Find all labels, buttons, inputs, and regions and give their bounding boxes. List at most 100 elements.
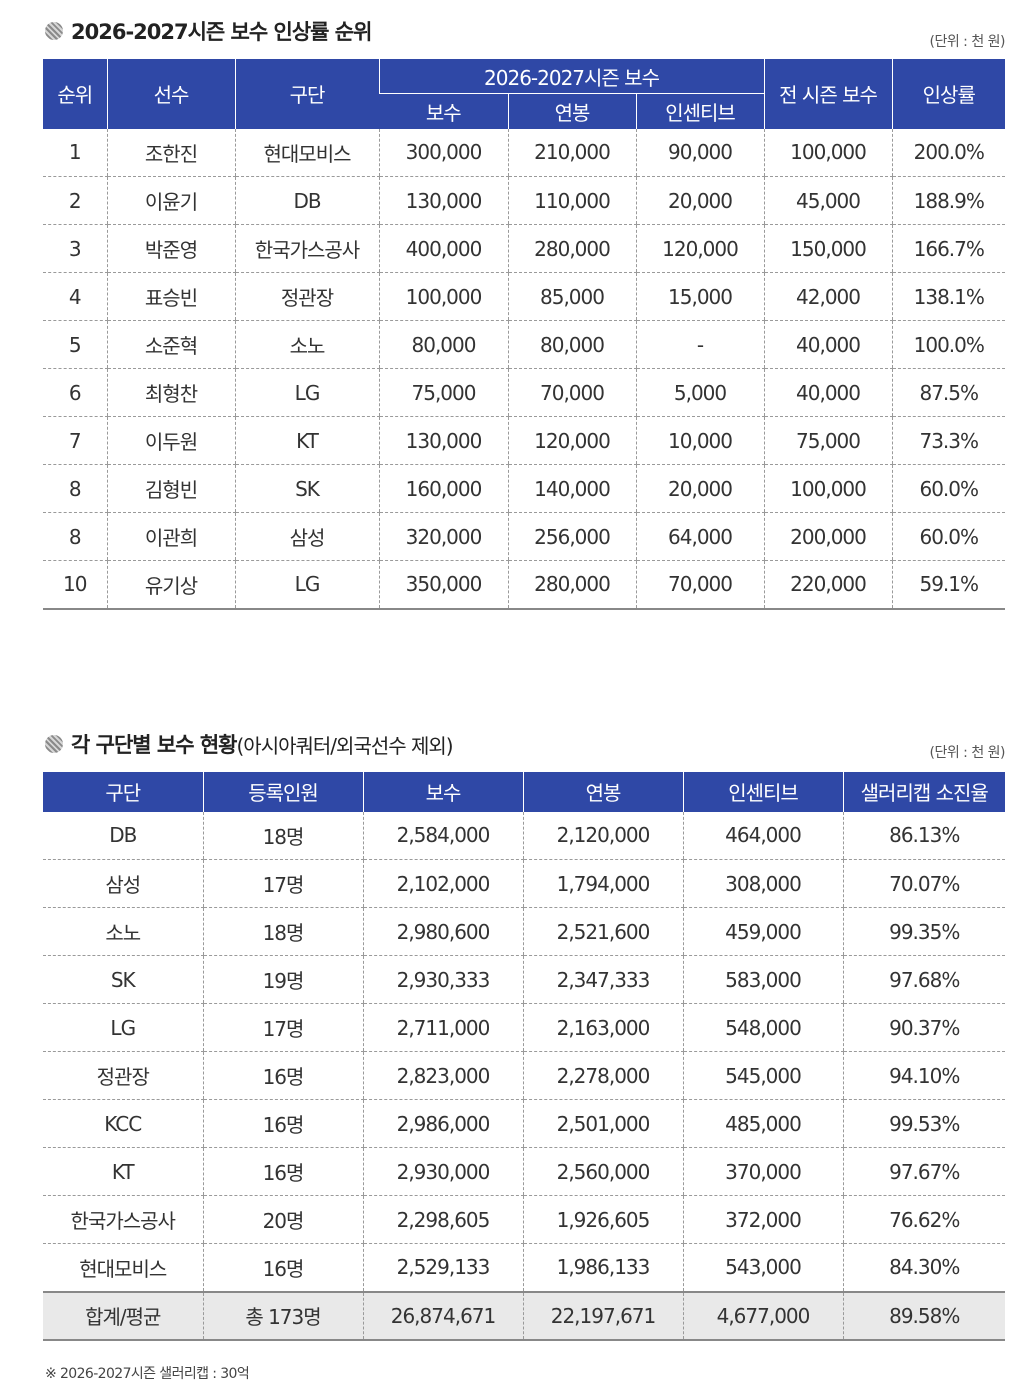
cell-team: KT xyxy=(234,416,379,465)
cell-player: 소준혁 xyxy=(106,320,235,369)
header-team: 구단 xyxy=(234,58,379,129)
cell-salary: 2,278,000 xyxy=(522,1051,683,1100)
cell-count: 16명 xyxy=(202,1243,363,1292)
cell-team: LG xyxy=(234,560,379,610)
cell-incentive: 64,000 xyxy=(635,512,765,561)
cell-pay: 2,529,133 xyxy=(362,1243,523,1292)
cell-count: 17명 xyxy=(202,859,363,908)
cell-pay: 2,823,000 xyxy=(362,1051,523,1100)
section-title-wrap: 각 구단별 보수 현황 (아시아쿼터/외국선수 제외) xyxy=(45,729,454,759)
cell-incentive: 70,000 xyxy=(635,560,765,610)
cell-salary: 140,000 xyxy=(507,464,636,513)
cell-pay: 2,584,000 xyxy=(362,811,523,860)
unit-label: (단위 : 천 원) xyxy=(929,34,1005,50)
table-row: 4 표승빈 정관장 100,000 85,000 15,000 42,000 138.1% xyxy=(43,272,1006,321)
cell-rank: 4 xyxy=(43,272,107,321)
cell-incentive: 372,000 xyxy=(682,1195,843,1244)
cell-rate: 60.0% xyxy=(891,512,1006,561)
table-row: 6 최형찬 LG 75,000 70,000 5,000 40,000 87.5% xyxy=(43,368,1006,417)
cell-team: 현대모비스 xyxy=(43,1243,203,1292)
cell-incentive: 543,000 xyxy=(682,1243,843,1292)
cell-count: 18명 xyxy=(202,907,363,956)
cell-cap: 94.10% xyxy=(842,1051,1005,1100)
cell-pay: 2,930,000 xyxy=(362,1147,523,1196)
cell-team: 정관장 xyxy=(234,272,379,321)
cell-prev: 200,000 xyxy=(763,512,893,561)
cell-rate: 87.5% xyxy=(891,368,1006,417)
header-rank: 순위 xyxy=(43,58,107,129)
header-salary: 연봉 xyxy=(522,771,683,812)
cell-rank: 1 xyxy=(43,128,107,177)
cell-rate: 200.0% xyxy=(891,128,1006,177)
cell-prev: 100,000 xyxy=(763,464,893,513)
cell-cap: 70.07% xyxy=(842,859,1005,908)
cell-team: DB xyxy=(43,811,203,860)
cell-salary: 2,501,000 xyxy=(522,1099,683,1148)
table-row: 한국가스공사 20명 2,298,605 1,926,605 372,000 76.62% xyxy=(43,1195,1005,1244)
cell-prev: 45,000 xyxy=(763,176,893,225)
cell-team: 정관장 xyxy=(43,1051,203,1100)
cell-rate: 166.7% xyxy=(891,224,1006,273)
bullet-icon xyxy=(45,22,63,40)
table-row: 2 이윤기 DB 130,000 110,000 20,000 45,000 188.9% xyxy=(43,176,1006,225)
table-row: 삼성 17명 2,102,000 1,794,000 308,000 70.07% xyxy=(43,859,1005,908)
cell-rank: 8 xyxy=(43,512,107,561)
table-row: LG 17명 2,711,000 2,163,000 548,000 90.37% xyxy=(43,1003,1005,1052)
cell-incentive: 90,000 xyxy=(635,128,765,177)
team-salary-table: 구단 등록인원 보수 연봉 인센티브 샐러리캡 소진율 DB 18명 2,584,0… xyxy=(43,771,1005,1341)
cell-cap: 84.30% xyxy=(842,1243,1005,1292)
cell-player: 이관희 xyxy=(106,512,235,561)
table-row: 8 김형빈 SK 160,000 140,000 20,000 100,000 60.0% xyxy=(43,464,1006,513)
cell-rate: 138.1% xyxy=(891,272,1006,321)
total-team: 합계/평균 xyxy=(43,1290,203,1341)
cell-count: 16명 xyxy=(202,1147,363,1196)
cell-salary: 2,347,333 xyxy=(522,955,683,1004)
cell-team: KCC xyxy=(43,1099,203,1148)
cell-pay: 160,000 xyxy=(378,464,508,513)
cell-pay: 300,000 xyxy=(378,128,508,177)
header-player: 선수 xyxy=(106,58,235,129)
cell-pay: 400,000 xyxy=(378,224,508,273)
cell-incentive: 485,000 xyxy=(682,1099,843,1148)
cell-cap: 86.13% xyxy=(842,811,1005,860)
table-row: KT 16명 2,930,000 2,560,000 370,000 97.67% xyxy=(43,1147,1005,1196)
cell-cap: 99.53% xyxy=(842,1099,1005,1148)
section-subtitle: (아시아쿼터/외국선수 제외) xyxy=(236,733,454,758)
total-row: 합계/평균 총 173명 26,874,671 22,197,671 4,677,000… xyxy=(43,1290,1005,1341)
table-row: SK 19명 2,930,333 2,347,333 583,000 97.68% xyxy=(43,955,1005,1004)
cell-pay: 2,711,000 xyxy=(362,1003,523,1052)
cell-salary: 210,000 xyxy=(507,128,636,177)
total-count: 총 173명 xyxy=(202,1290,363,1341)
cell-team: SK xyxy=(234,464,379,513)
cell-pay: 80,000 xyxy=(378,320,508,369)
cell-count: 17명 xyxy=(202,1003,363,1052)
table-row: 7 이두원 KT 130,000 120,000 10,000 75,000 73.3% xyxy=(43,416,1006,465)
table-row: 정관장 16명 2,823,000 2,278,000 545,000 94.10% xyxy=(43,1051,1005,1100)
cell-rate: 59.1% xyxy=(891,560,1006,610)
cell-incentive: 10,000 xyxy=(635,416,765,465)
cell-rate: 188.9% xyxy=(891,176,1006,225)
cell-pay: 100,000 xyxy=(378,272,508,321)
cell-prev: 220,000 xyxy=(763,560,893,610)
cell-pay: 2,980,600 xyxy=(362,907,523,956)
cell-salary: 256,000 xyxy=(507,512,636,561)
cell-player: 표승빈 xyxy=(106,272,235,321)
cell-player: 유기상 xyxy=(106,560,235,610)
table-row: 10 유기상 LG 350,000 280,000 70,000 220,000 59.1% xyxy=(43,560,1006,610)
cell-count: 16명 xyxy=(202,1051,363,1100)
bullet-icon xyxy=(45,735,63,753)
total-incentive: 4,677,000 xyxy=(682,1290,843,1341)
table-row: KCC 16명 2,986,000 2,501,000 485,000 99.53% xyxy=(43,1099,1005,1148)
header-pay: 보수 xyxy=(362,771,523,812)
cell-salary: 2,120,000 xyxy=(522,811,683,860)
cell-incentive: 20,000 xyxy=(635,176,765,225)
salary-raise-table: 순위 선수 구단 2026-2027시즌 보수 전 시즌 보수 인상률 보수 연… xyxy=(43,58,1006,610)
cell-prev: 150,000 xyxy=(763,224,893,273)
cell-cap: 99.35% xyxy=(842,907,1005,956)
table-row: DB 18명 2,584,000 2,120,000 464,000 86.13% xyxy=(43,811,1005,860)
cell-incentive: 308,000 xyxy=(682,859,843,908)
cell-rate: 73.3% xyxy=(891,416,1006,465)
header-incentive: 인센티브 xyxy=(635,93,765,129)
cell-pay: 2,986,000 xyxy=(362,1099,523,1148)
header-cap-usage: 샐러리캡 소진율 xyxy=(842,771,1005,812)
